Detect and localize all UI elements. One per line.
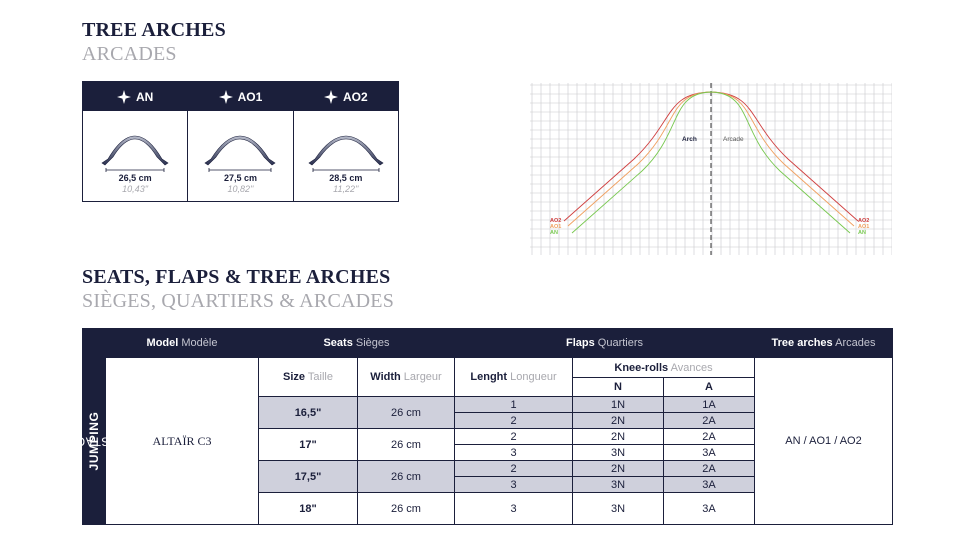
table-header-row: Model Modèle Seats Sièges Flaps Quartier…: [82, 328, 893, 358]
curve-label-left: AO1: [550, 224, 561, 230]
arch-curve-an: [571, 91, 851, 234]
arch-width-cm: 26,5 cm: [118, 173, 152, 183]
model-name-cell: ALTAÏR C3: [105, 357, 259, 525]
arch-card-an: AN 26,5 cm 10,43'': [83, 82, 189, 201]
header-model: Model Modèle: [105, 328, 259, 358]
curve-label-right: AO1: [858, 224, 869, 230]
table-row: 17,5" 26 cm 2 2N 2A: [82, 460, 893, 493]
header-seats: Seats Sièges: [258, 328, 455, 358]
size-cell: 17,5": [258, 460, 358, 493]
knee-a-cell: 1A: [663, 396, 755, 413]
arch-label: Arch: [682, 136, 697, 143]
section-title-tree-arches: TREE ARCHES: [82, 19, 226, 41]
subheader-n: N: [572, 377, 664, 397]
width-cell: 26 cm: [357, 396, 455, 429]
arch-card-ao1: AO1 27,5 cm 10,82'': [188, 82, 294, 201]
width-cell: 26 cm: [357, 460, 455, 493]
header-flaps: Flaps Quartiers: [454, 328, 755, 358]
knee-n-cell: 2N: [572, 428, 664, 445]
seats-flaps-table: Model Modèle Seats Sièges Flaps Quartier…: [60, 328, 893, 525]
curve-label-right: AO2: [858, 218, 869, 224]
section-subtitle-sieges: SIÈGES, QUARTIERS & ARCADES: [82, 290, 395, 312]
arch-card-header: AN: [83, 82, 188, 111]
knee-a-cell: 3A: [663, 444, 755, 461]
length-cell: 2: [454, 428, 573, 445]
subheader-width: Width Largeur: [357, 357, 455, 397]
curve-label-left: AN: [550, 230, 558, 236]
sparkle-icon: [116, 89, 131, 104]
section-title-seats-flaps: SEATS, FLAPS & TREE ARCHES: [82, 266, 391, 288]
arch-name: AO2: [342, 89, 368, 104]
length-cell: 3: [454, 492, 573, 525]
table-subheader-row-1: JUMPING OBSTACLE ALTAÏR C3 Size Taille W…: [60, 357, 893, 525]
size-cell: 18": [258, 492, 358, 525]
knee-n-cell: 3N: [572, 444, 664, 461]
arch-width-cm: 27,5 cm: [223, 173, 257, 183]
arch-width-inch: 10,82'': [227, 184, 254, 194]
arch-card-ao2: AO2 28,5 cm 11,22'': [293, 82, 398, 201]
curve-label-left: AO2: [550, 218, 561, 224]
knee-a-cell: 2A: [663, 428, 755, 445]
subheader-a: A: [663, 377, 755, 397]
arch-name: AN: [135, 89, 154, 104]
knee-a-cell: 3A: [663, 476, 755, 493]
length-cell: 2: [454, 412, 573, 429]
arch-card-body: 26,5 cm 10,43'': [83, 111, 187, 201]
size-cell: 17": [258, 428, 358, 461]
header-tree-arches: Tree arches Arcades: [754, 328, 893, 358]
arch-card-header: AO1: [188, 82, 293, 111]
section-subtitle-arcades: ARCADES: [82, 43, 177, 65]
tree-arches-cell: AN / AO1 / AO2: [754, 357, 893, 525]
subheader-length: Lenght Longueur: [454, 357, 573, 397]
length-cell: 1: [454, 396, 573, 413]
arch-card-body: 28,5 cm 11,22'': [294, 111, 398, 201]
arch-size-cards: AN 26,5 cm 10,43'' AO1 27,5 cm 10,82'' AO2 28,5…: [82, 81, 399, 202]
arcade-label: Arcade: [723, 136, 744, 143]
knee-n-cell: 1N: [572, 396, 664, 413]
length-cell: 3: [454, 444, 573, 461]
knee-a-cell: 2A: [663, 460, 755, 477]
length-cell: 3: [454, 476, 573, 493]
arch-width-inch: 10,43'': [122, 184, 149, 194]
sparkle-icon: [323, 89, 338, 104]
subheader-size: Size Taille: [258, 357, 358, 397]
width-cell: 26 cm: [357, 492, 455, 525]
side-label-jumping-obstacle: JUMPING OBSTACLE: [60, 357, 128, 525]
knee-n-cell: 2N: [572, 412, 664, 429]
arch-card-body: 27,5 cm 10,82'': [188, 111, 292, 201]
curve-label-right: AN: [858, 230, 866, 236]
knee-n-cell: 2N: [572, 460, 664, 477]
width-cell: 26 cm: [357, 428, 455, 461]
tree-arch-icon: [101, 135, 169, 172]
length-cell: 2: [454, 460, 573, 477]
knee-a-cell: 3A: [663, 492, 755, 525]
knee-a-cell: 2A: [663, 412, 755, 429]
tree-arch-icon: [308, 135, 384, 172]
table-row: 17" 26 cm 2 2N 2A: [83, 428, 893, 461]
size-cell: 16,5": [258, 396, 358, 429]
table-row: 18" 26 cm 3 3N 3A: [83, 492, 893, 525]
arch-width-inch: 11,22'': [333, 184, 359, 194]
tree-arch-icon: [204, 135, 276, 172]
knee-n-cell: 3N: [572, 476, 664, 493]
arch-profile-diagram: AO2 AO2 AO1 AO1 AN AN Arch Arcade: [530, 83, 893, 260]
knee-n-cell: 3N: [572, 492, 664, 525]
arch-card-header: AO2: [293, 82, 398, 111]
sparkle-icon: [218, 89, 233, 104]
arch-name: AO1: [237, 89, 263, 104]
subheader-knee-rolls: Knee-rolls Avances: [572, 357, 755, 378]
arch-width-cm: 28,5 cm: [329, 173, 363, 183]
